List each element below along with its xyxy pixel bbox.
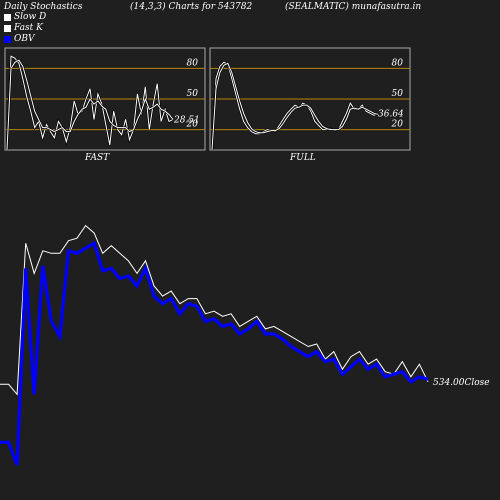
full-ytick-20: 20	[391, 120, 404, 130]
close-value-label: 534.00Close	[433, 378, 490, 388]
fast-ytick-20: 20	[186, 120, 199, 130]
legend-item-fast-k: Fast K	[4, 23, 46, 34]
full-ytick-80: 80	[392, 58, 404, 68]
legend-swatch-obv	[4, 36, 11, 43]
close-line	[0, 224, 429, 396]
fast-series-1-line	[6, 59, 174, 151]
legend-item-obv: OBV	[4, 34, 46, 45]
full-series-0-line	[211, 61, 379, 151]
legend-label-fast-k: Fast K	[14, 23, 43, 33]
fast-series-0-line	[6, 55, 174, 151]
obv-line	[0, 240, 429, 466]
legend-item-slow-d: Slow D	[4, 12, 46, 23]
legend-swatch-fast-k	[4, 25, 11, 32]
legend-label-obv: OBV	[14, 34, 35, 44]
full-panel-label: FULL	[289, 153, 316, 163]
fast-panel-label: FAST	[84, 153, 110, 163]
header-left: Daily Stochastics	[4, 2, 83, 12]
chart-legend: Slow D Fast K OBV	[4, 12, 46, 45]
legend-swatch-slow-d	[4, 14, 11, 21]
header-middle: (14,3,3) Charts for 543782	[130, 2, 253, 12]
fast-ytick-80: 80	[187, 58, 199, 68]
full-series-1-line	[211, 62, 379, 151]
full-ytick-50: 50	[392, 89, 404, 99]
legend-label-slow-d: Slow D	[14, 12, 47, 22]
fast-ytick-50: 50	[187, 89, 199, 99]
fast-last-value-label: 28.51	[173, 115, 200, 125]
header-right: (SEALMATIC) munafasutra.in	[285, 2, 422, 12]
full-last-value-label: 36.64	[378, 109, 404, 119]
